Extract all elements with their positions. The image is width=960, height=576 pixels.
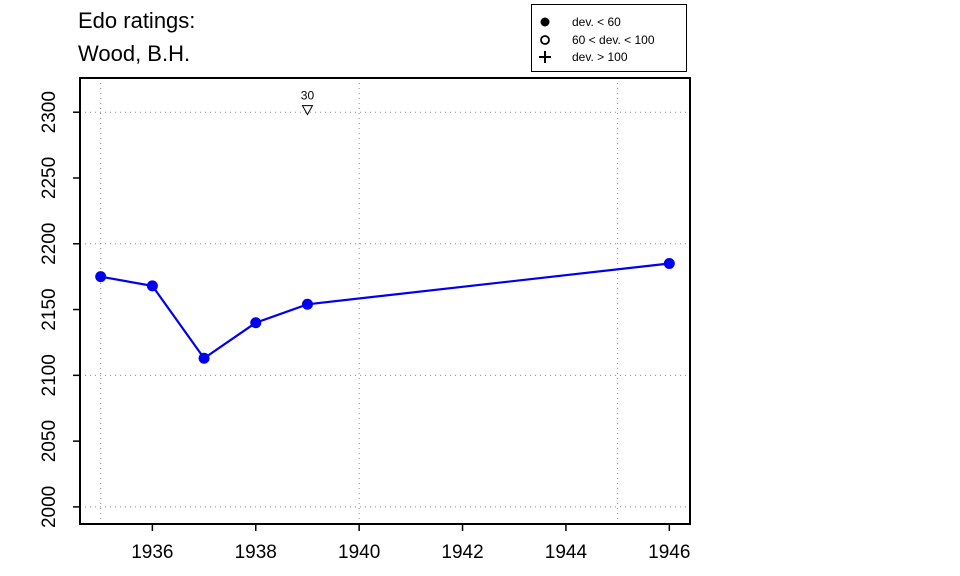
legend-entry-dev-lt-60: dev. < 60 [532, 13, 686, 31]
annotation-label: 30 [301, 89, 315, 103]
y-tick-label: 2100 [39, 354, 60, 396]
data-point [95, 271, 107, 283]
data-point [250, 317, 262, 329]
legend-entry-dev-gt-100: dev. > 100 [532, 48, 686, 66]
x-tick-label: 1946 [648, 542, 690, 563]
data-point [301, 298, 313, 310]
y-tick-label: 2150 [39, 288, 60, 330]
y-tick-label: 2200 [39, 223, 60, 265]
plus-icon [539, 51, 551, 63]
legend-label: 60 < dev. < 100 [572, 33, 655, 47]
plot-frame [79, 77, 691, 525]
down-triangle-icon [301, 105, 314, 116]
y-tick-label: 2300 [39, 91, 60, 133]
legend-label: dev. < 60 [572, 15, 621, 29]
x-tick-label: 1940 [338, 542, 380, 563]
y-tick-label: 2000 [39, 486, 60, 528]
y-tick-label: 2250 [39, 157, 60, 199]
data-point [198, 352, 210, 364]
x-tick-label: 1942 [441, 542, 483, 563]
legend-label: dev. > 100 [572, 50, 628, 64]
legend: dev. < 60 60 < dev. < 100 dev. > 100 [531, 4, 687, 72]
chart-title-line-2: Wood, B.H. [78, 41, 191, 66]
open-circle-icon [540, 35, 550, 45]
rating-line [100, 262, 670, 360]
data-point [663, 258, 675, 270]
data-point [146, 280, 158, 292]
legend-entry-dev-60-100: 60 < dev. < 100 [532, 31, 686, 49]
filled-circle-icon [540, 17, 550, 27]
x-tick-label: 1944 [545, 542, 588, 563]
y-tick-label: 2050 [39, 420, 60, 462]
x-tick-label: 1936 [131, 542, 173, 563]
x-tick-label: 1938 [235, 542, 277, 563]
chart-title-line-1: Edo ratings: [78, 8, 196, 33]
